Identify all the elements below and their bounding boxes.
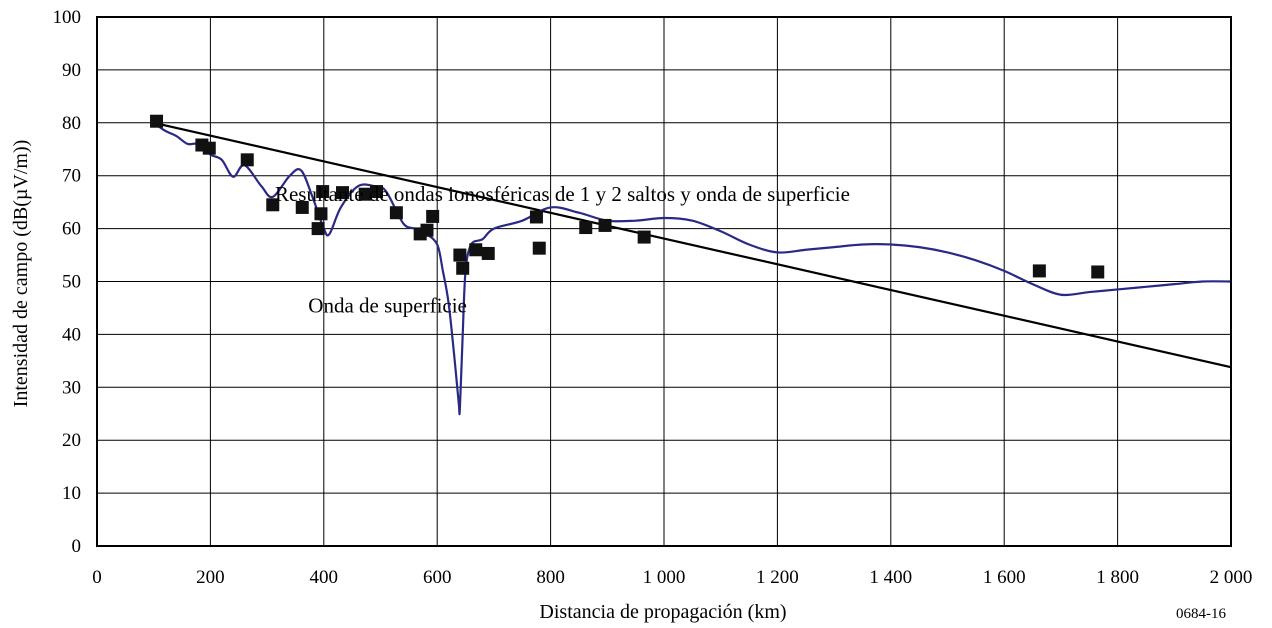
y-tick-label: 10: [62, 483, 81, 504]
x-tick-label: 800: [536, 567, 565, 588]
annotation-resultant: Resultante de ondas ionosféricas de 1 y …: [275, 182, 850, 206]
data-point-marker: [240, 153, 254, 167]
data-point-marker: [370, 185, 384, 199]
data-point-marker: [579, 221, 593, 235]
x-axis-label: Distancia de propagación (km): [539, 601, 786, 623]
x-tick-label: 200: [196, 567, 225, 588]
y-tick-label: 80: [62, 113, 81, 134]
x-tick-label: 0: [92, 567, 102, 588]
y-tick-label: 40: [62, 324, 81, 345]
x-tick-label: 600: [423, 567, 452, 588]
data-point-marker: [311, 222, 325, 236]
x-tick-labels: 0 200 400 600 800 1 000 1 200 1 400 1 600 1 800 2 …: [92, 567, 1252, 588]
y-axis-label: Intensidad de campo (dB(µV/m)): [10, 140, 32, 408]
grid-lines: [96, 16, 1232, 547]
y-tick-label: 60: [62, 219, 81, 240]
data-point-marker: [637, 230, 651, 244]
data-point-marker: [426, 209, 440, 223]
x-tick-label: 1 400: [869, 567, 912, 588]
data-point-marker: [266, 198, 280, 212]
resultant-curve: [153, 121, 1232, 416]
y-tick-label: 20: [62, 430, 81, 451]
y-tick-label: 90: [62, 60, 81, 81]
data-point-marker: [1032, 264, 1046, 278]
data-point-marker: [336, 186, 350, 200]
data-point-marker: [469, 243, 483, 257]
y-tick-labels: 0 10 20 30 40 50 60 70 80 90 100: [53, 7, 82, 557]
y-tick-label: 50: [62, 272, 81, 293]
data-point-marker: [314, 207, 328, 221]
data-point-marker: [532, 241, 546, 255]
series-lines: [153, 121, 1232, 416]
data-point-marker: [598, 218, 612, 232]
annotations: Resultante de ondas ionosféricas de 1 y …: [275, 182, 850, 317]
data-point-marker: [202, 141, 216, 155]
ground-wave-line: [153, 121, 1232, 369]
x-tick-label: 1 800: [1096, 567, 1139, 588]
x-tick-label: 2 000: [1210, 567, 1253, 588]
data-point-marker: [295, 200, 309, 214]
data-point-marker: [481, 246, 495, 260]
x-tick-label: 1 200: [756, 567, 799, 588]
y-tick-label: 0: [72, 536, 82, 557]
data-point-marker: [420, 223, 434, 237]
y-tick-label: 30: [62, 377, 81, 398]
annotation-ground-wave: Onda de superficie: [308, 293, 467, 317]
data-point-marker: [389, 206, 403, 220]
y-tick-label: 70: [62, 166, 81, 187]
x-tick-label: 400: [310, 567, 339, 588]
plot-frame: [96, 16, 1232, 547]
data-point-marker: [1091, 265, 1105, 279]
x-tick-label: 1 000: [643, 567, 686, 588]
data-point-marker: [358, 187, 372, 201]
data-point-marker: [456, 261, 470, 275]
data-point-marker: [150, 114, 164, 128]
data-markers: [150, 114, 1105, 279]
figure-id: 0684-16: [1176, 606, 1226, 622]
data-point-marker: [316, 185, 330, 199]
x-tick-label: 1 600: [983, 567, 1026, 588]
data-point-marker: [529, 210, 543, 224]
y-tick-label: 100: [53, 7, 82, 28]
data-point-marker: [453, 248, 467, 262]
